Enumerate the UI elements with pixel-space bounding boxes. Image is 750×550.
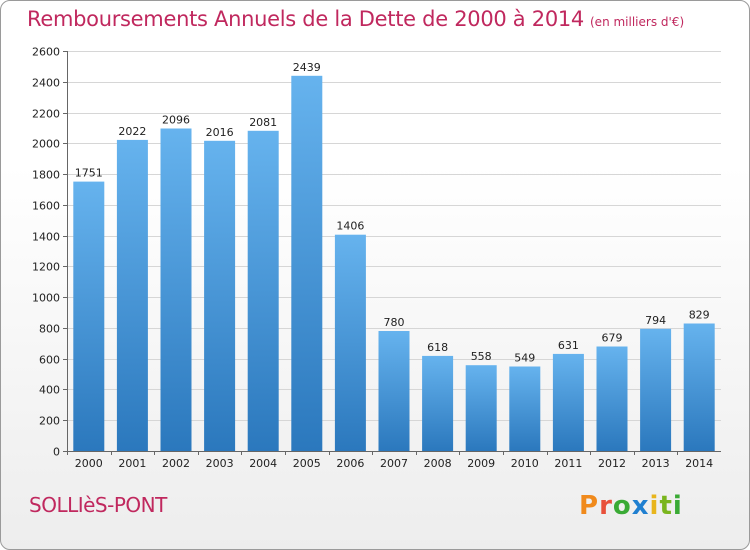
logo-letter: x: [631, 491, 650, 521]
y-tick-label: 0: [53, 446, 60, 459]
data-label-2010: 549: [514, 352, 535, 365]
y-tick-label: 800: [39, 323, 60, 336]
proxiti-logo: Proxiti: [579, 491, 695, 525]
data-label-2006: 1406: [336, 220, 364, 233]
bar-2007: [378, 331, 410, 451]
y-tick-label: 600: [39, 354, 60, 367]
y-tick-label: 1000: [32, 292, 60, 305]
x-tick-label-2006: 2006: [336, 457, 364, 470]
y-tick-label: 1800: [32, 169, 60, 182]
bar-2000: [73, 181, 105, 451]
y-tick-label: 400: [39, 384, 60, 397]
bar-2003: [204, 140, 236, 452]
y-tick-label: 1200: [32, 261, 60, 274]
x-tick-label-2001: 2001: [118, 457, 146, 470]
y-tick-label: 2400: [32, 77, 60, 90]
logo-letter: i: [672, 491, 683, 521]
bar-2005: [291, 75, 323, 452]
chart-unit: (en milliers d'€): [590, 15, 685, 29]
bar-2001: [116, 139, 148, 451]
bar-2011: [552, 353, 584, 451]
x-tick-label-2003: 2003: [206, 457, 234, 470]
data-label-2001: 2022: [118, 125, 146, 138]
bar-2006: [334, 234, 366, 451]
x-tick-label-2009: 2009: [467, 457, 495, 470]
data-label-2005: 2439: [293, 61, 321, 74]
logo-letter: P: [579, 491, 600, 521]
bar-2014: [683, 323, 715, 451]
x-tick-label-2013: 2013: [642, 457, 670, 470]
y-tick-label: 2600: [32, 46, 60, 59]
logo-letter: r: [599, 491, 613, 521]
y-axis: 0 200 400 600 800 1000 1200 1400 1600 1800 2000 220…: [32, 46, 68, 459]
data-label-2011: 631: [558, 339, 579, 352]
x-tick-label-2004: 2004: [249, 457, 277, 470]
x-tick-label-2007: 2007: [380, 457, 408, 470]
x-tick-label-2000: 2000: [75, 457, 103, 470]
data-label-2000: 1751: [75, 167, 103, 180]
bar-2010: [509, 366, 541, 451]
bars: [73, 75, 715, 452]
x-tick-label-2005: 2005: [293, 457, 321, 470]
x-tick-label-2011: 2011: [554, 457, 582, 470]
data-label-2009: 558: [471, 350, 492, 363]
x-tick-label-2014: 2014: [685, 457, 713, 470]
data-label-2012: 679: [602, 332, 623, 345]
x-axis: 2000 2001 2002 2003 2004 2005 2006 2007 2008 2009…: [67, 451, 721, 470]
logo-letter: t: [659, 491, 673, 521]
data-label-2004: 2081: [249, 116, 277, 129]
data-label-2008: 618: [427, 341, 448, 354]
x-tick-label-2012: 2012: [598, 457, 626, 470]
x-tick-label-2002: 2002: [162, 457, 190, 470]
chart-title: Remboursements Annuels de la Dette de 20…: [27, 7, 684, 31]
x-tick-label-2008: 2008: [424, 457, 452, 470]
logo-letter: o: [612, 491, 632, 521]
bar-2002: [160, 128, 192, 451]
logo-letter: i: [649, 491, 660, 521]
bar-2012: [596, 346, 628, 451]
data-label-2007: 780: [384, 316, 405, 329]
data-label-2014: 829: [689, 309, 710, 322]
bar-2004: [247, 130, 279, 452]
data-label-2013: 794: [645, 314, 666, 327]
chart-title-text: Remboursements Annuels de la Dette de 20…: [27, 7, 584, 31]
y-tick-label: 1600: [32, 200, 60, 213]
data-label-2002: 2096: [162, 114, 190, 127]
y-tick-label: 2000: [32, 138, 60, 151]
data-labels: 1751 2022 2096 2016 2081 2439 1406 780 618 558 549…: [75, 61, 710, 365]
commune-name: SOLLIèS-PONT: [29, 493, 167, 517]
y-tick-label: 2200: [32, 108, 60, 121]
data-label-2003: 2016: [206, 126, 234, 139]
y-tick-label: 200: [39, 415, 60, 428]
bar-2013: [640, 328, 672, 451]
bar-2009: [465, 365, 497, 451]
y-tick-label: 1400: [32, 231, 60, 244]
x-tick-label-2010: 2010: [511, 457, 539, 470]
bar-2008: [422, 355, 454, 451]
